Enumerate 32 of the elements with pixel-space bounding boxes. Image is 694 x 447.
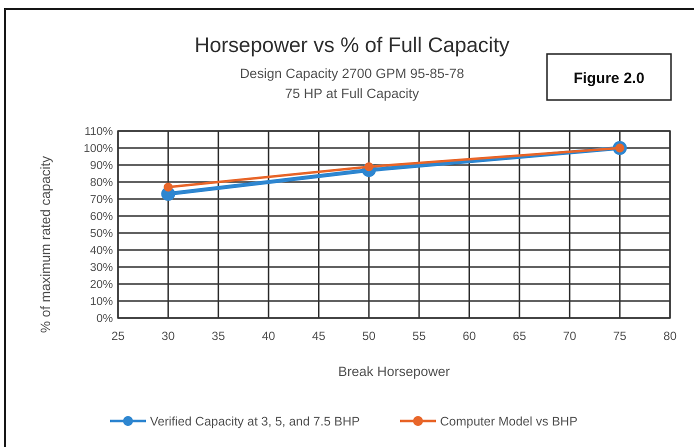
x-tick-label: 65 (512, 329, 526, 343)
x-tick-label: 35 (212, 329, 226, 343)
y-tick-label: 0% (96, 313, 113, 325)
y-tick-label: 20% (90, 279, 113, 291)
x-tick-label: 25 (111, 329, 125, 343)
y-tick-label: 110% (84, 126, 113, 138)
y-tick-label: 30% (90, 262, 113, 274)
x-tick-label: 40 (262, 329, 276, 343)
x-tick-label: 80 (663, 329, 677, 343)
y-tick-label: 10% (90, 296, 113, 308)
x-tick-label: 30 (162, 329, 176, 343)
caption: Figure 2.0 (574, 70, 644, 87)
y-tick-label: 40% (90, 245, 113, 257)
x-tick-label: 75 (613, 329, 627, 343)
x-tick-label: 70 (562, 329, 577, 343)
chart-subtitle: Design Capacity 2700 GPM 95-85-78 75 HP at Full Capacity (240, 66, 464, 101)
chart-title: Horsepower vs % of Full Capacity (194, 34, 510, 57)
x-tick-label: 45 (312, 329, 326, 343)
legend-label: Computer Model vs BHP (440, 414, 578, 428)
legend-label: Verified Capacity at 3, 5, and 7.5 BHP (150, 414, 360, 428)
x-tick-label: 50 (362, 329, 376, 343)
point (164, 182, 173, 192)
y-tick-label: 50% (90, 228, 113, 240)
y-tick-label: 60% (90, 211, 113, 223)
y-tick-label: 100% (84, 143, 113, 155)
x-tick-label: 60 (462, 329, 476, 343)
x-tick-label: 55 (412, 329, 426, 343)
y-tick-label: 90% (90, 160, 113, 172)
y-tick-label: 70% (90, 194, 113, 206)
x-axis-title: Break Horsepower (338, 364, 450, 379)
y-axis-title: % of maximum rated capacity (38, 156, 53, 334)
y-tick-label: 80% (90, 177, 113, 189)
